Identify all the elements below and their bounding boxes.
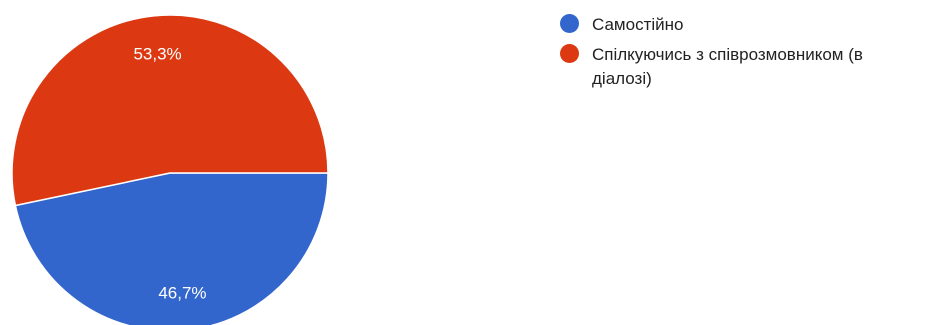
- legend-label: Спілкуючись з співрозмовником (в діалозі…: [592, 45, 863, 88]
- legend-item-samostiino[interactable]: Самостійно: [560, 13, 920, 37]
- legend-label: Самостійно: [592, 15, 684, 34]
- chart-legend: Самостійно Спілкуючись з співрозмовником…: [560, 13, 920, 97]
- legend-swatch-red: [560, 44, 579, 63]
- pie-slice-dialog[interactable]: [11, 14, 329, 207]
- slice-percent-label: 46,7%: [158, 283, 206, 302]
- legend-swatch-blue: [560, 14, 579, 33]
- legend-item-dialog[interactable]: Спілкуючись з співрозмовником (в діалозі…: [560, 43, 920, 91]
- pie-slice-samostiino[interactable]: [14, 172, 329, 325]
- slice-percent-label: 53,3%: [133, 45, 181, 64]
